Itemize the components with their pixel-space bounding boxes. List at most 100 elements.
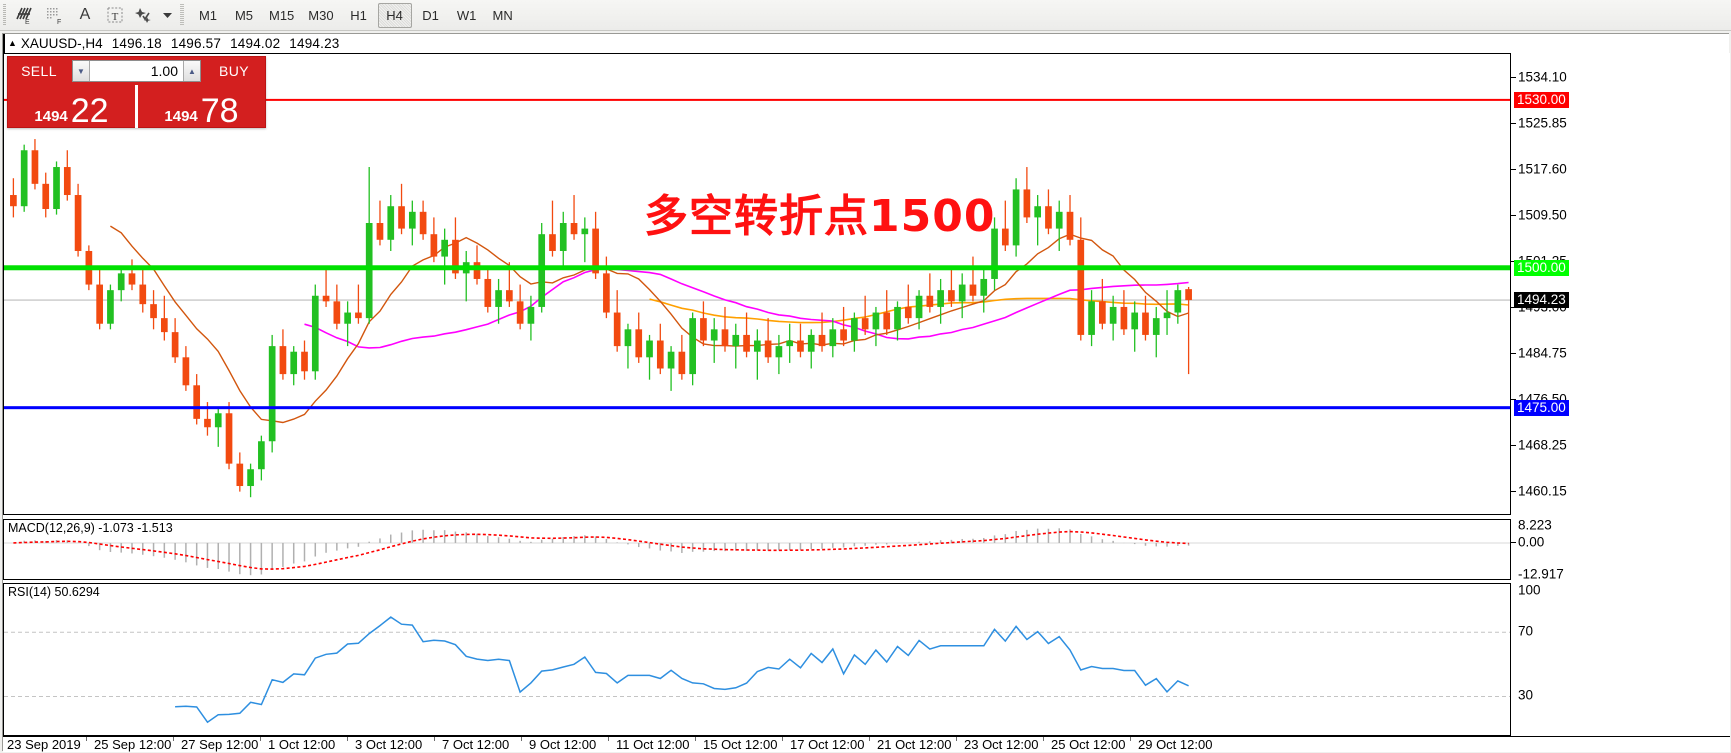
time-axis-tick <box>173 737 174 741</box>
buy-price-pips: 78 <box>200 91 239 130</box>
time-axis-label: 29 Oct 12:00 <box>1138 737 1213 752</box>
timeframe-d1[interactable]: D1 <box>422 7 439 23</box>
svg-text:T: T <box>112 11 119 23</box>
toolbar-divider <box>180 4 184 26</box>
price-tick-label: 1534.10 <box>1518 69 1567 85</box>
time-axis-label: 23 Oct 12:00 <box>964 737 1039 752</box>
time-axis-label: 9 Oct 12:00 <box>529 737 597 752</box>
buy-button[interactable]: BUY <box>219 63 249 79</box>
timeframe-mn[interactable]: MN <box>492 7 513 23</box>
sell-price-main: 1494 <box>34 108 68 125</box>
price-tick-label: 1517.60 <box>1518 161 1567 177</box>
timeframe-h4[interactable]: H4 <box>377 2 412 28</box>
time-axis-label: 25 Oct 12:00 <box>1051 737 1126 752</box>
time-axis-tick <box>956 737 957 741</box>
macd-pane: MACD(12,26,9) -1.073 -1.513 <box>3 519 1511 580</box>
price-tick-label: 1484.75 <box>1518 345 1567 361</box>
macd-tick-label: 0.00 <box>1518 534 1545 550</box>
macd-tick <box>1511 541 1516 543</box>
indicators-f-icon[interactable]: F <box>40 2 70 28</box>
one-click-trading-panel: SELL ▼ 1.00 ▲ BUY 1494 22 1494 78 <box>7 56 266 128</box>
time-axis-label: 11 Oct 12:00 <box>616 737 690 752</box>
time-axis-tick <box>260 737 261 741</box>
price-tick-label: 1509.50 <box>1518 207 1567 223</box>
volume-input[interactable]: 1.00 <box>150 63 178 79</box>
sell-price-pips: 22 <box>70 91 109 130</box>
price-tag-green: 1500.00 <box>1514 259 1569 276</box>
sell-quote[interactable]: 1494 22 <box>8 85 135 128</box>
time-axis-tick <box>869 737 870 741</box>
time-axis-label: 7 Oct 12:00 <box>442 737 510 752</box>
ohlc-close: 1494.23 <box>289 36 340 51</box>
time-axis-label: 27 Sep 12:00 <box>181 737 259 752</box>
ohlc-high: 1496.57 <box>170 36 222 51</box>
time-axis-tick <box>782 737 783 741</box>
timeframe-m5[interactable]: M5 <box>234 7 254 23</box>
time-axis-label: 17 Oct 12:00 <box>790 737 865 752</box>
chart-canvas-window: ▲ XAUUSD-,H4 1496.18 1496.57 1494.02 149… <box>2 33 1730 752</box>
price-tick <box>1511 445 1516 447</box>
volume-decrement-icon[interactable]: ▼ <box>73 61 90 81</box>
candlestick-plot <box>4 98 1510 498</box>
chart-annotation-text: 多空转折点1500 <box>644 191 996 242</box>
price-tick <box>1511 353 1516 355</box>
ohlc-low: 1494.02 <box>230 36 281 51</box>
symbol-name: XAUUSD-,H4 <box>20 36 103 51</box>
expert-advisors-icon[interactable]: E <box>10 2 40 28</box>
price-tick <box>1511 490 1516 492</box>
time-axis-tick <box>434 737 435 741</box>
rsi-pane: RSI(14) 50.6294 <box>3 583 1511 736</box>
time-axis-tick <box>521 737 522 741</box>
price-tag-red: 1530.00 <box>1514 91 1569 108</box>
price-tick-label: 1468.25 <box>1518 437 1567 453</box>
rsi-tick-label: 30 <box>1518 687 1534 703</box>
macd-tick-label: 8.223 <box>1518 517 1552 533</box>
timeframe-m15[interactable]: M15 <box>269 7 295 23</box>
time-axis-label: 25 Sep 12:00 <box>94 737 172 752</box>
time-axis-tick <box>1130 737 1131 741</box>
objects-dropdown-arrow-icon[interactable] <box>160 2 174 28</box>
buy-price-main: 1494 <box>164 108 198 125</box>
volume-stepper[interactable]: ▼ 1.00 ▲ <box>72 60 201 82</box>
timeframe-w1[interactable]: W1 <box>456 7 477 23</box>
price-tick-label: 1525.85 <box>1518 115 1567 131</box>
toolbar-grip[interactable] <box>1 4 8 26</box>
volume-increment-icon[interactable]: ▲ <box>183 61 200 81</box>
buy-quote[interactable]: 1494 78 <box>135 85 265 128</box>
time-axis-tick <box>695 737 696 741</box>
timeframe-m1[interactable]: M1 <box>198 7 218 23</box>
price-tick <box>1511 169 1516 171</box>
time-axis-label: 15 Oct 12:00 <box>703 737 778 752</box>
objects-list-icon[interactable] <box>130 2 160 28</box>
time-axis[interactable]: 23 Sep 2019 25 Sep 12:00 27 Sep 12:00 1 Oct… <box>3 736 1730 752</box>
time-axis-label: 3 Oct 12:00 <box>355 737 423 752</box>
rsi-tick-label: 70 <box>1518 623 1534 639</box>
price-tag-black: 1494.23 <box>1514 292 1569 309</box>
price-tick <box>1511 76 1516 78</box>
time-axis-tick <box>608 737 609 741</box>
ohlc-open: 1496.18 <box>111 36 162 51</box>
time-axis-label: 23 Sep 2019 <box>7 737 81 752</box>
sell-button[interactable]: SELL <box>21 63 57 79</box>
trade-panel-top-row: SELL ▼ 1.00 ▲ BUY <box>8 57 265 85</box>
time-axis-label: 21 Oct 12:00 <box>877 737 952 752</box>
time-axis-tick <box>347 737 348 741</box>
text-label-icon[interactable]: A <box>79 6 91 23</box>
main-toolbar: E F A T <box>0 0 1731 31</box>
price-tick <box>1511 306 1516 308</box>
timeframe-h1[interactable]: H1 <box>350 7 367 23</box>
trade-panel-quotes-row: 1494 22 1494 78 <box>8 85 265 128</box>
macd-label: MACD(12,26,9) -1.073 -1.513 <box>8 521 173 535</box>
symbol-ohlc-bar: ▲ XAUUSD-,H4 1496.18 1496.57 1494.02 149… <box>3 34 1511 53</box>
collapse-triangle-icon[interactable]: ▲ <box>8 38 17 48</box>
price-tag-blue: 1475.00 <box>1514 399 1569 416</box>
price-scale-axis[interactable]: 1534.101525.851517.601509.501501.251493.… <box>1511 53 1730 736</box>
time-axis-tick <box>1043 737 1044 741</box>
macd-tick-label: -12.917 <box>1518 566 1564 582</box>
macd-plot <box>4 528 1510 576</box>
svg-text:E: E <box>25 19 30 25</box>
rsi-plot <box>4 616 1510 724</box>
timeframe-m30[interactable]: M30 <box>308 7 334 23</box>
text-box-icon[interactable]: T <box>100 2 130 28</box>
